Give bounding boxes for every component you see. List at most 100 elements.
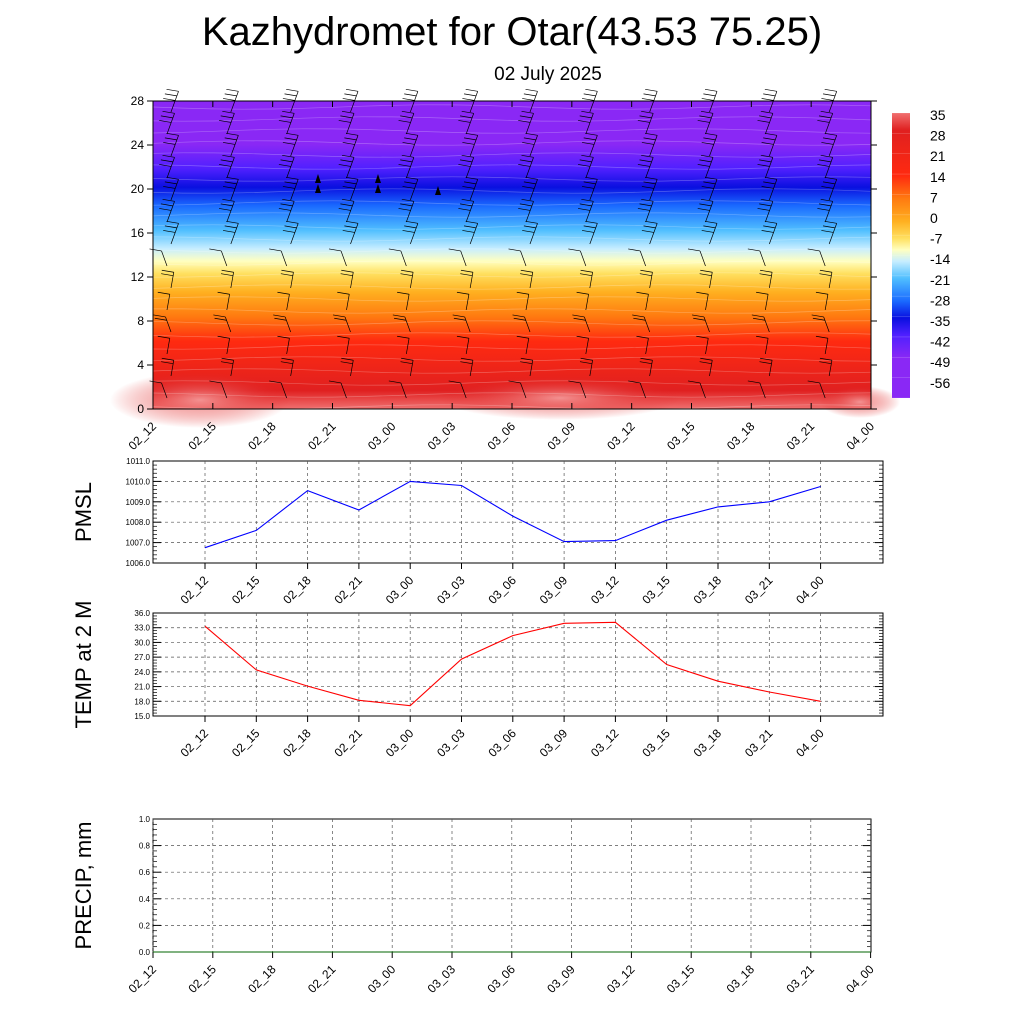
- x-tick-label: 02_12: [178, 573, 212, 607]
- x-tick-label: 03_12: [588, 573, 622, 607]
- x-tick-label: 03_06: [485, 726, 519, 760]
- wind-barb: [701, 132, 718, 157]
- colorbar-label: -49: [930, 354, 950, 370]
- colorbar-label: -28: [930, 292, 950, 308]
- wind-barb: [761, 132, 778, 157]
- wind-barb: [222, 132, 239, 157]
- panel-y-label: PRECIP, mm: [71, 822, 96, 950]
- contour-line: [153, 308, 872, 314]
- wind-barb: [747, 380, 766, 399]
- y-tick-label: 24.0: [134, 668, 150, 677]
- x-tick-label: 02_18: [280, 726, 314, 760]
- x-tick-label: 03_21: [742, 726, 776, 760]
- wind-barb: [639, 269, 653, 289]
- wind-barb: [807, 248, 826, 267]
- x-tick-label: 03_09: [537, 726, 571, 760]
- wind-barb: [398, 110, 415, 135]
- wind-barb: [157, 335, 171, 355]
- heatmap-y-tick-label: 28: [131, 94, 145, 108]
- wind-barb: [462, 220, 479, 245]
- panel-y-label: TEMP at 2 M: [71, 601, 96, 729]
- colorbar-label: -42: [930, 334, 950, 350]
- wind-barb: [337, 335, 350, 355]
- wind-barb: [520, 269, 534, 289]
- wind-barb: [402, 132, 419, 157]
- contour-line: [152, 332, 872, 338]
- wind-barb: [691, 314, 710, 333]
- wind-barb: [815, 335, 829, 355]
- wind-barb: [220, 357, 234, 377]
- wind-barb: [757, 154, 774, 179]
- wind-barb: [163, 88, 179, 113]
- wind-barb: [269, 380, 287, 399]
- wind-barb: [222, 220, 239, 245]
- wind-barb: [342, 176, 359, 201]
- wind-barb: [581, 176, 598, 201]
- wind-barb: [402, 88, 419, 113]
- heatmap-x-tick-label: 03_15: [664, 419, 698, 453]
- wind-barb: [328, 248, 347, 267]
- contour-line: [152, 368, 872, 374]
- wind-barb: [632, 314, 650, 333]
- wind-barb: [817, 110, 834, 135]
- x-tick-label: 02_18: [280, 573, 314, 607]
- wind-barb: [579, 269, 593, 289]
- panel-precip-mm: 0.0 0.2 0.4 0.6 0.8 1.0 02_12 02_15 02_18 02_21 03…: [71, 815, 877, 996]
- wind-barb: [340, 269, 354, 289]
- contour-line: [152, 152, 872, 158]
- wind-barb: [277, 291, 290, 311]
- x-tick-label: 03_09: [544, 962, 578, 996]
- y-tick-label: 1011.0: [126, 457, 150, 466]
- heatmap-y-tick-label: 8: [137, 314, 144, 328]
- wind-barb: [163, 220, 179, 245]
- wind-barb: [163, 132, 179, 157]
- x-tick-label: 03_03: [425, 962, 459, 996]
- wind-barb: [462, 132, 479, 157]
- wind-barb: [397, 291, 410, 311]
- x-tick-label: 02_21: [332, 726, 366, 760]
- wind-barb: [456, 291, 470, 311]
- contour-line: [152, 284, 872, 290]
- colorbar-label: 28: [930, 128, 946, 144]
- wind-barb: [817, 154, 834, 179]
- wind-barb: [217, 291, 230, 311]
- wind-barb: [761, 220, 778, 245]
- wind-barb: [761, 88, 778, 113]
- x-tick-label: 02_18: [245, 962, 279, 996]
- wind-barb: [637, 110, 654, 135]
- y-tick-label: 0.4: [139, 895, 151, 904]
- wind-barb: [759, 357, 773, 377]
- wind-barb: [576, 335, 589, 355]
- x-tick-label: 03_06: [484, 962, 518, 996]
- y-tick-label: 30.0: [134, 638, 150, 647]
- wind-barb: [448, 248, 467, 267]
- x-tick-label: 04_00: [793, 726, 827, 760]
- wind-barb: [516, 291, 530, 311]
- wind-barb: [512, 314, 531, 333]
- wind-barb: [518, 198, 534, 223]
- wind-barb: [696, 291, 709, 311]
- heatmap-y-tick-label: 4: [137, 358, 144, 372]
- heatmap-y-tick-label: 0: [137, 402, 144, 416]
- y-tick-label: 1006.0: [126, 559, 151, 568]
- wind-barb: [159, 198, 175, 223]
- wind-barb: [217, 335, 230, 355]
- y-tick-label: 0.8: [139, 842, 151, 851]
- wind-barb: [338, 154, 355, 179]
- heatmap-y-tick-label: 20: [131, 182, 145, 196]
- wind-barb: [159, 110, 175, 135]
- wind-barb: [340, 357, 354, 377]
- wind-barb: [756, 335, 769, 355]
- wind-barb: [278, 110, 295, 135]
- y-tick-label: 33.0: [134, 624, 150, 633]
- colorbar-label: 21: [930, 148, 946, 164]
- wind-pennant: [315, 184, 321, 193]
- wind-barb: [756, 291, 769, 311]
- y-tick-label: 27.0: [134, 653, 150, 662]
- wind-barb: [641, 88, 658, 113]
- wind-barb: [280, 269, 294, 289]
- panel-temp-at-2-m: 15.0 18.0 21.0 24.0 27.0 30.0 33.0 36.0 02_12 02_…: [71, 601, 884, 760]
- x-tick-label: 03_03: [434, 726, 468, 760]
- wind-barb: [222, 88, 239, 113]
